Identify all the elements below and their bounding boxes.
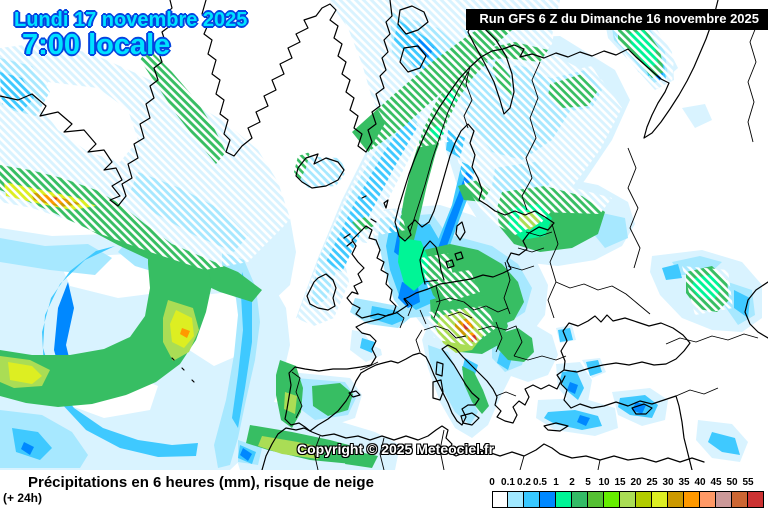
legend-color-swatch (635, 491, 652, 508)
legend-value-label: 0 (489, 477, 495, 488)
legend-value-label: 30 (662, 477, 674, 488)
legend-value-label: 1 (553, 477, 559, 488)
legend-value-label: 55 (742, 477, 754, 488)
legend-color-swatch (699, 491, 716, 508)
border-layer (291, 21, 759, 470)
legend-stop: 25 (646, 476, 668, 508)
legend-stop: 10 (598, 476, 620, 508)
model-run-info: Run GFS 6 Z du Dimanche 16 novembre 2025 (466, 9, 768, 31)
forecast-time-label: 7:00 locale (22, 29, 171, 61)
map-parameter-title: Précipitations en 6 heures (mm), risque … (28, 474, 374, 491)
legend-value-label: 45 (710, 477, 722, 488)
legend-value-label: 25 (646, 477, 658, 488)
legend-value-label: 0.5 (533, 477, 547, 488)
legend-value-label: 2 (569, 477, 575, 488)
legend-color-swatch (619, 491, 636, 508)
legend-color-swatch (507, 491, 524, 508)
copyright-label: Copyright © 2025 Meteociel.fr (297, 441, 495, 457)
legend-color-swatch (571, 491, 588, 508)
legend-value-label: 40 (694, 477, 706, 488)
legend-value-label: 10 (598, 477, 610, 488)
legend-value-label: 5 (585, 477, 591, 488)
legend-color-swatch (731, 491, 748, 508)
legend-stop: 15 (614, 476, 636, 508)
legend-color-swatch (539, 491, 556, 508)
legend-color-swatch (667, 491, 684, 508)
coastline-layer (0, 0, 768, 470)
legend-color-swatch (683, 491, 700, 508)
legend-value-label: 15 (614, 477, 626, 488)
legend-value-label: 50 (726, 477, 738, 488)
legend-stops: 0 0.1 0.2 0.5 1 2 5 10 15 20 25 30 35 40 45 50 55 (489, 476, 764, 508)
legend-color-swatch (747, 491, 764, 508)
forecast-offset-label: (+ 24h) (3, 491, 43, 505)
legend-color-swatch (603, 491, 620, 508)
legend-color-swatch (523, 491, 540, 508)
legend-color-swatch (555, 491, 572, 508)
legend-color-swatch (715, 491, 732, 508)
legend-stop: 55 (742, 476, 764, 508)
legend-value-label: 0.1 (501, 477, 515, 488)
snow-risk-hatch-layer (0, 0, 733, 346)
legend-stop: 50 (726, 476, 748, 508)
legend-color-swatch (587, 491, 604, 508)
legend-color-swatch (651, 491, 668, 508)
legend-value-label: 0.2 (517, 477, 531, 488)
forecast-date-label: Lundi 17 novembre 2025 (14, 9, 248, 31)
legend-value-label: 35 (678, 477, 690, 488)
legend-value-label: 20 (630, 477, 642, 488)
